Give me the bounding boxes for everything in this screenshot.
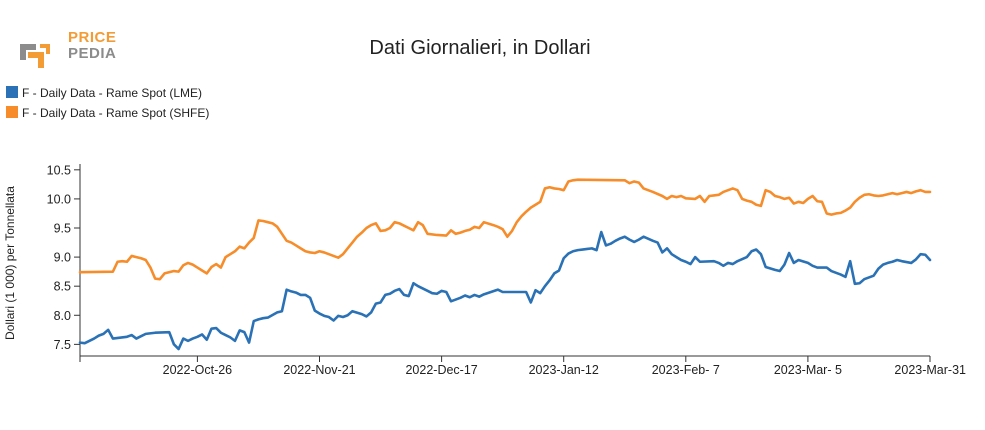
y-tick-label: 7.5 — [54, 338, 71, 352]
pricepedia-logo: PRICE PEDIA — [20, 29, 116, 68]
chart-title: Dati Giornalieri, in Dollari — [369, 37, 590, 59]
logo-mark-gray — [20, 44, 36, 60]
legend-label-shfe: F - Daily Data - Rame Spot (SHFE) — [22, 106, 209, 120]
x-tick-label: 2023-Jan-12 — [529, 363, 599, 377]
y-tick-label: 8.0 — [54, 309, 71, 323]
y-tick-label: 10.5 — [47, 163, 71, 177]
x-tick-label: 2023-Feb- 7 — [652, 363, 720, 377]
x-tick-label: 2023-Mar- 5 — [774, 363, 842, 377]
y-tick-label: 9.5 — [54, 222, 71, 236]
legend-label-lme: F - Daily Data - Rame Spot (LME) — [22, 86, 202, 100]
x-tick-label: 2022-Nov-21 — [283, 363, 355, 377]
x-tick-label: 2022-Dec-17 — [405, 363, 477, 377]
y-tick-label: 10.0 — [47, 192, 71, 206]
y-axis-ticks: 7.5 8.0 8.5 9.0 9.5 10.0 10.5 — [47, 163, 80, 352]
series-line-shfe[interactable] — [78, 178, 932, 281]
x-tick-label: 2022-Oct-26 — [163, 363, 233, 377]
legend-swatch-shfe — [6, 106, 18, 118]
x-axis-ticks: 2022-Oct-26 2022-Nov-21 2022-Dec-17 2023-Ja… — [79, 356, 966, 377]
x-tick-label: 2023-Mar-31 — [894, 363, 966, 377]
legend-swatch-lme — [6, 86, 18, 98]
legend-item-shfe[interactable]: F - Daily Data - Rame Spot (SHFE) — [6, 106, 209, 120]
logo-text-price: PRICE — [68, 29, 116, 46]
y-axis-label: Dollari (1 000) per Tonnellata — [3, 186, 17, 340]
legend-item-lme[interactable]: F - Daily Data - Rame Spot (LME) — [6, 86, 202, 100]
legend: F - Daily Data - Rame Spot (LME) F - Dai… — [6, 86, 209, 120]
logo-text-pedia: PEDIA — [68, 45, 116, 62]
y-tick-label: 9.0 — [54, 251, 71, 265]
logo-mark-orange-small — [40, 44, 50, 54]
y-tick-label: 8.5 — [54, 280, 71, 294]
series-line-lme[interactable] — [78, 230, 932, 351]
series-lines — [78, 178, 932, 351]
logo-mark-orange — [28, 52, 44, 68]
